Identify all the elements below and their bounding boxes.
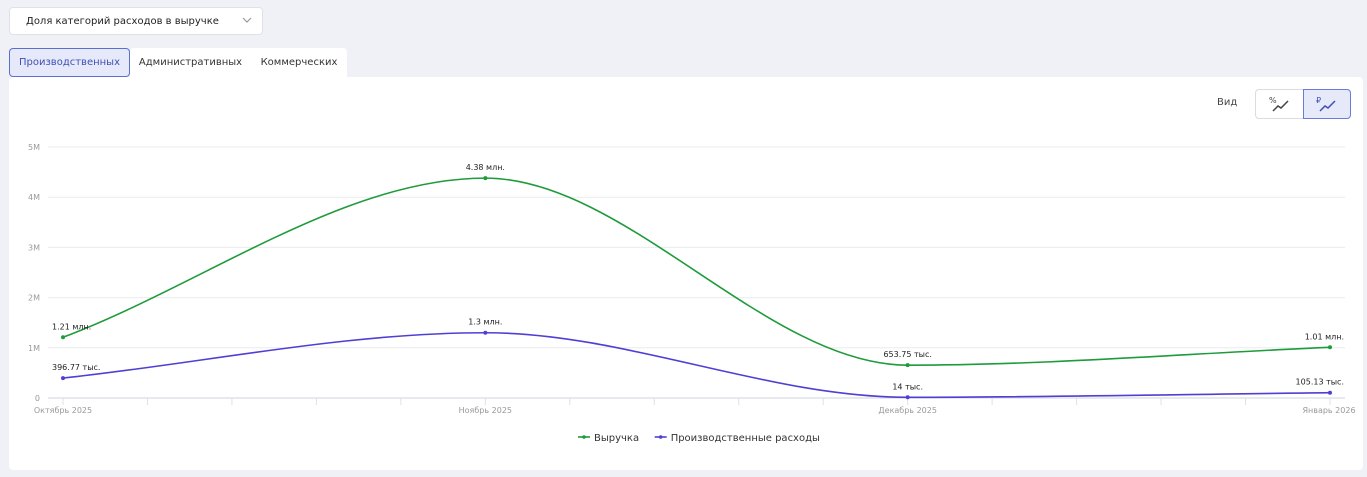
data-label: 396.77 тыс. <box>52 363 100 372</box>
legend-label: Выручка <box>594 433 639 444</box>
data-label: 14 тыс. <box>892 382 923 391</box>
tab-production[interactable]: Производственных <box>9 48 130 77</box>
tab-commercial[interactable]: Коммерческих <box>251 48 347 77</box>
view-currency-button[interactable]: ₽ <box>1303 89 1351 119</box>
view-percent-button[interactable]: % <box>1255 89 1304 119</box>
report-type-select[interactable]: Доля категорий расходов в выручке <box>9 7 263 35</box>
x-tick-label: Декабрь 2025 <box>878 406 937 415</box>
x-tick-label: Январь 2026 <box>1302 406 1355 415</box>
data-point <box>905 363 910 368</box>
chevron-down-icon <box>242 17 252 23</box>
percent-symbol: % <box>1269 96 1277 105</box>
ruble-symbol: ₽ <box>1316 96 1321 105</box>
data-label: 1.01 млн. <box>1305 332 1344 341</box>
data-point <box>483 176 488 181</box>
tab-commercial-label: Коммерческих <box>260 57 338 68</box>
data-label: 4.38 млн. <box>466 163 505 172</box>
data-point <box>61 376 65 381</box>
legend-marker <box>582 435 586 439</box>
y-tick-label: 2M <box>28 294 40 303</box>
data-point <box>905 395 910 400</box>
data-point <box>483 330 488 335</box>
data-point <box>61 335 65 340</box>
data-label: 1.3 млн. <box>468 318 502 327</box>
y-tick-label: 5M <box>28 143 40 152</box>
data-label: 653.75 тыс. <box>883 350 931 359</box>
data-point <box>1328 345 1332 350</box>
tabs-background <box>130 48 347 77</box>
data-label: 1.21 млн. <box>52 322 91 331</box>
percent-line-chart-icon: % <box>1269 96 1289 112</box>
tab-administrative[interactable]: Административных <box>130 48 251 77</box>
tab-production-label: Производственных <box>19 57 120 68</box>
tab-administrative-label: Административных <box>138 57 243 68</box>
series-line <box>62 177 1331 366</box>
y-tick-label: 1M <box>28 344 40 353</box>
y-tick-label: 0 <box>35 394 40 403</box>
legend-label: Производственные расходы <box>671 433 820 444</box>
y-tick-label: 4M <box>28 193 40 202</box>
report-type-value: Доля категорий расходов в выручке <box>26 15 219 27</box>
y-tick-label: 3M <box>28 243 40 252</box>
chart-panel <box>9 77 1363 470</box>
legend-marker <box>658 435 663 439</box>
ruble-line-chart-icon: ₽ <box>1316 96 1336 112</box>
series-line <box>62 331 1331 399</box>
data-label: 105.13 тыс. <box>1296 378 1344 387</box>
data-point <box>1328 390 1332 395</box>
x-tick-label: Октябрь 2025 <box>34 406 92 415</box>
view-label: Вид <box>1217 97 1238 108</box>
x-tick-label: Ноябрь 2025 <box>459 406 512 415</box>
